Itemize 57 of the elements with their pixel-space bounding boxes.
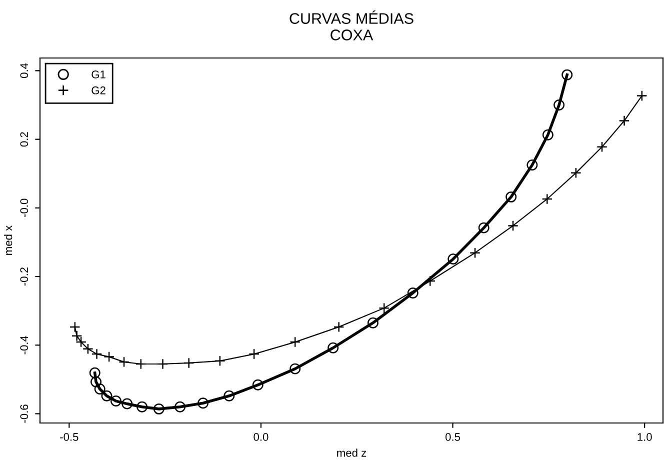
point [90,376,102,388]
point [596,141,608,152]
point [448,254,459,265]
point [290,363,301,374]
point [110,396,122,407]
point [91,348,102,360]
point [470,247,481,258]
legend-label: G1 [92,70,106,78]
point [122,398,133,410]
point [562,69,573,80]
y-tick-label: 0.4 [20,63,28,78]
point [506,191,517,202]
point [76,336,87,348]
x-tick-label: 0.0 [254,433,268,441]
y-tick-label: -0.0 [20,198,28,217]
point [82,343,94,354]
point [570,167,582,178]
point [174,401,186,412]
y-tick-label: -0.4 [20,336,28,354]
point [252,379,264,390]
point [478,222,490,234]
x-tick-label: 0.5 [445,433,460,441]
y-axis-title: med x [4,225,12,255]
point [290,336,301,348]
point [508,220,518,232]
x-axis-title: med z [337,448,366,457]
point [542,129,554,140]
point [248,348,260,360]
point [224,390,235,402]
x-tick-label: -0.5 [60,433,78,441]
point [101,390,112,402]
point [636,90,648,102]
chart-subtitle: COXA [330,30,374,40]
point [378,302,390,314]
legend-label: G2 [92,86,106,94]
y-tick-label: -0.2 [20,268,28,286]
point [618,115,630,126]
point [69,321,80,332]
x-tick-label: 1.0 [638,433,652,441]
chart-title: CURVAS MÉDIAS [290,10,414,24]
point [542,194,553,204]
point [198,398,209,409]
point [118,356,130,368]
point [554,100,565,110]
point [136,401,148,412]
point [94,384,106,395]
point [367,317,378,328]
point [526,160,538,171]
y-tick-label: 0.2 [20,132,28,147]
point [89,367,100,378]
point [135,358,146,370]
point [104,351,115,362]
point [333,321,344,332]
point [153,403,164,414]
point [328,342,339,354]
y-tick-label: -0.6 [20,404,28,423]
point [407,288,418,298]
